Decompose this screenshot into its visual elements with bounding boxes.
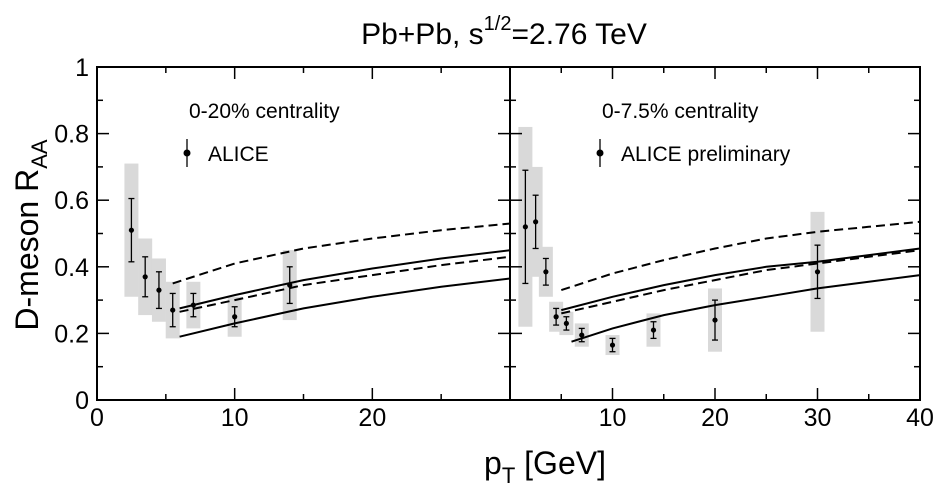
x-tick-label-0-0: 0 [90, 404, 104, 432]
data-point-0-0 [128, 227, 135, 233]
model-curve-0-3 [179, 277, 511, 338]
right-panel: 10 20 30 40 0-7.5% centrality ALICE prelimina… [509, 66, 934, 432]
data-point-0-6 [287, 282, 293, 288]
data-point-1-0 [522, 224, 528, 230]
data-point-1-5 [579, 332, 585, 338]
chart-title: Pb+Pb, s1/2=2.76 TeV [361, 13, 647, 51]
centrality-label-1: 0-7.5% centrality [602, 100, 759, 123]
data-point-1-6 [609, 342, 616, 348]
x-axis-label: pT [GeV] [484, 445, 606, 488]
legend-marker-0 [183, 149, 191, 157]
y-tick-label-4: 0.8 [54, 121, 89, 149]
model-curve-1-1 [561, 247, 921, 312]
model-curve-0-1 [179, 249, 511, 310]
y-axis-label: D-meson RAA [9, 139, 52, 330]
x-tick-label-0-1: 10 [221, 404, 249, 432]
left-panel: 0 10 20 0-20% centrality ALICE [90, 66, 511, 432]
y-tick-label-5: 1 [75, 54, 89, 82]
y-tick-label-3: 0.6 [54, 187, 89, 215]
model-curve-1-2 [561, 249, 921, 315]
model-curve-0-0 [172, 222, 511, 285]
y-tick-label-0: 0 [75, 387, 89, 415]
x-tick-label-1-0: 10 [599, 404, 627, 432]
data-point-0-4 [190, 302, 196, 308]
data-point-1-2 [543, 269, 549, 275]
data-point-0-1 [142, 274, 148, 280]
data-point-1-9 [814, 269, 821, 275]
legend-entry-1: ALICE preliminary [621, 143, 791, 166]
data-point-1-4 [563, 320, 569, 327]
data-point-0-3 [170, 307, 176, 313]
centrality-label-0: 0-20% centrality [189, 100, 340, 123]
x-tick-label-0-2: 20 [358, 404, 386, 432]
model-curve-0-2 [179, 255, 511, 313]
data-point-1-7 [650, 327, 657, 333]
data-point-1-3 [553, 314, 559, 320]
y-tick-label-1: 0.2 [54, 320, 89, 348]
x-tick-label-1-1: 20 [701, 404, 729, 432]
data-point-0-2 [156, 287, 162, 293]
data-point-1-1 [533, 219, 539, 225]
data-point-0-5 [232, 314, 238, 320]
y-tick-label-2: 0.4 [54, 254, 89, 282]
legend-entry-0: ALICE [208, 143, 269, 166]
data-point-1-8 [712, 317, 718, 323]
model-curve-1-3 [571, 274, 921, 343]
x-tick-label-1-3: 40 [906, 404, 934, 432]
model-curve-1-0 [560, 220, 921, 292]
x-tick-label-1-2: 30 [804, 404, 832, 432]
legend-marker-1 [596, 149, 604, 157]
